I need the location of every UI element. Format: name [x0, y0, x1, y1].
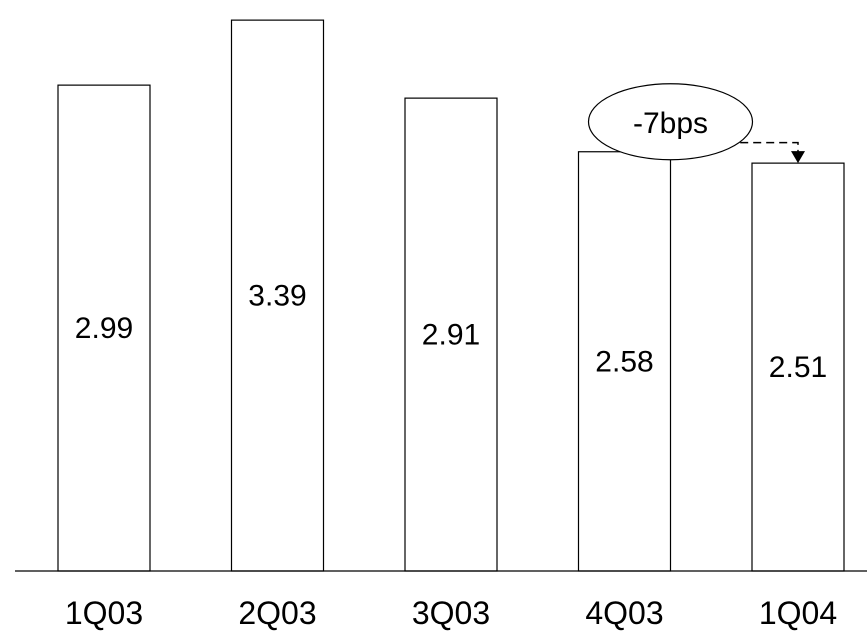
bar-1q03 — [57, 84, 151, 572]
callout-arrowhead-icon — [791, 151, 805, 164]
x-tick-label-1q03: 1Q03 — [65, 595, 143, 631]
x-tick-label-3q03: 3Q03 — [412, 595, 490, 631]
callout-ellipse — [587, 83, 754, 161]
data-label-4q03: 2.58 — [595, 345, 653, 378]
change-callout: -7bps — [587, 83, 805, 164]
x-tick-label-4q03: 4Q03 — [585, 595, 663, 631]
x-tick-labels-group: 1Q03 2Q03 3Q03 4Q03 1Q04 — [65, 595, 837, 631]
bar-4q03 — [577, 151, 672, 572]
bars-group — [57, 19, 845, 572]
callout-label: -7bps — [633, 107, 708, 140]
bar-2q03 — [230, 19, 325, 572]
x-tick-label-1q04: 1Q04 — [759, 595, 837, 631]
callout-dashed-connector — [740, 141, 799, 156]
data-label-3q03: 2.91 — [422, 319, 480, 352]
bar-3q03 — [404, 97, 498, 572]
data-label-1q04: 2.51 — [769, 351, 827, 384]
x-tick-label-2q03: 2Q03 — [238, 595, 316, 631]
bar-1q04 — [751, 162, 845, 572]
data-label-2q03: 3.39 — [248, 280, 306, 313]
data-label-1q03: 2.99 — [75, 312, 133, 345]
data-labels-group: 2.99 3.39 2.91 2.58 2.51 — [75, 280, 827, 385]
